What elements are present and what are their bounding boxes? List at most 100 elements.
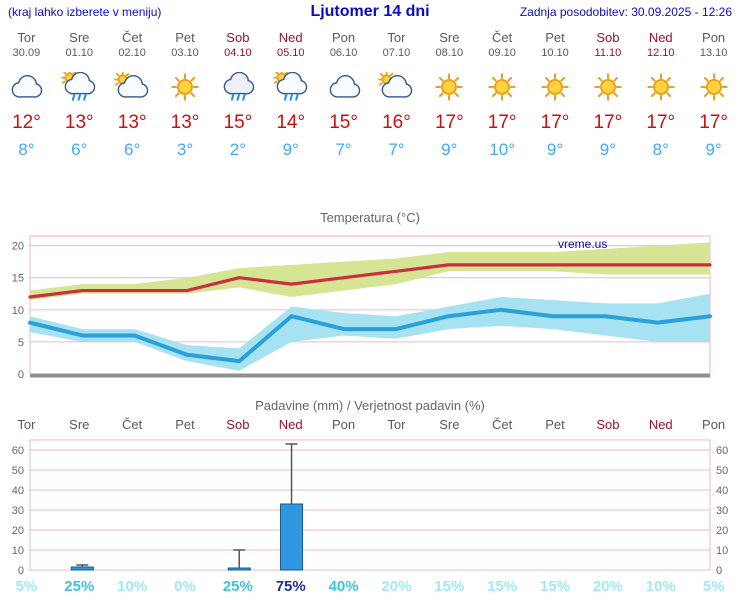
y-tick-label: 0 (18, 369, 24, 381)
max-temperature: 17° (646, 112, 676, 133)
forecast-day: Sre 08.10 17° 9° (423, 30, 476, 160)
day-name: Ned (278, 30, 303, 45)
sun-icon (687, 72, 740, 104)
forecast-day: Sob 11.10 17° 9° (581, 30, 634, 160)
precipitation-chart-title: Padavine (mm) / Verjetnost padavin (%) (255, 398, 485, 413)
forecast-day: Čet 09.10 17° 10° (476, 30, 529, 160)
precip-bar (227, 567, 251, 571)
sun-icon (581, 72, 634, 104)
axis-day-label: Sre (439, 417, 460, 432)
y-tick-label-right: 30 (716, 505, 728, 517)
day-date: 10.10 (541, 47, 569, 59)
min-temperature: 10° (489, 140, 516, 159)
axis-day-label: Čet (492, 417, 513, 432)
max-temperature: 17° (487, 112, 517, 133)
day-date: 09.10 (488, 47, 516, 59)
precip-probability: 25% (64, 578, 95, 595)
plot-border (29, 439, 711, 571)
axis-day-label: Čet (122, 417, 143, 432)
precip-probability: 5% (702, 578, 725, 595)
day-name: Pet (545, 30, 565, 45)
day-name: Tor (387, 30, 406, 45)
precip-probability: 75% (275, 578, 306, 595)
day-name: Sob (226, 30, 250, 45)
min-temperature: 6° (71, 140, 88, 159)
y-tick-label-left: 20 (12, 525, 24, 537)
forecast-day: Ned 05.10 14° 9° (264, 30, 317, 160)
temperature-chart: Temperatura (°C) 0 5 10 15 20 vreme.us (0, 210, 740, 390)
day-name: Tor (17, 30, 36, 45)
axis-day-label: Pon (332, 417, 356, 432)
max-temperature: 17° (540, 112, 570, 133)
watermark-link[interactable]: vreme.us (558, 237, 607, 251)
min-temperature: 8° (18, 140, 35, 159)
min-temperature: 6° (124, 140, 141, 159)
y-tick-label-right: 20 (716, 525, 728, 537)
day-date: 05.10 (276, 47, 305, 59)
forecast-day: Pet 10.10 17° 9° (529, 30, 582, 160)
day-name: Pon (332, 30, 356, 45)
max-temperature: 15° (223, 112, 253, 133)
precip-probability: 25% (222, 578, 253, 595)
min-temperature: 2° (229, 140, 246, 159)
day-name: Sob (596, 30, 620, 45)
y-tick-label-left: 40 (12, 485, 24, 497)
min-temperature: 9° (705, 140, 722, 159)
y-tick-label-left: 60 (12, 445, 24, 457)
axis-day-label: Tor (17, 417, 36, 432)
day-date: 30.09 (12, 47, 41, 59)
precip-bar (70, 566, 94, 571)
day-date: 08.10 (435, 47, 464, 59)
axis-day-label: Sob (596, 417, 620, 432)
last-update: Zadnja posodobitev: 30.09.2025 - 12:26 (519, 5, 732, 19)
min-temperature: 9° (546, 140, 564, 159)
y-tick-label: 20 (12, 241, 24, 253)
max-temperature: 14° (276, 112, 306, 133)
forecast-day: Čet 02.10 13° 6° (106, 30, 159, 160)
day-name: Pon (702, 30, 726, 45)
sun-icon (423, 72, 476, 104)
day-date: 04.10 (224, 47, 252, 59)
precip-probability: 15% (487, 578, 518, 595)
precipitation-probability-row: 5% 25% 10% 0% 25% 75% 40% 20% 15% 15% 15% 20% 10% 5% (0, 578, 740, 598)
precip-bar (280, 503, 304, 571)
y-tick-label-right: 10 (716, 545, 728, 557)
forecast-day: Pon 06.10 15° 7° (317, 30, 370, 160)
cloud-icon (317, 72, 370, 104)
axis-day-label: Tor (387, 417, 406, 432)
cloud-icon (0, 72, 53, 104)
forecast-day: Pon 13.10 17° 9° (687, 30, 740, 160)
precipitation-day-labels: Tor Sre Čet Pet Sob Ned Pon Tor Sre Čet Pet Sob Ned P… (0, 416, 740, 434)
min-temperature: 3° (176, 140, 194, 159)
y-tick-label-right: 50 (716, 465, 728, 477)
y-tick-label: 5 (18, 337, 24, 349)
y-tick-label-left: 0 (18, 565, 24, 576)
partly-cloudy-icon (106, 72, 159, 104)
max-temperature: 17° (434, 112, 464, 133)
precip-probability: 0% (174, 578, 196, 595)
axis-day-label: Pet (175, 417, 195, 432)
sun-rain-icon (264, 72, 317, 104)
precip-probability: 5% (15, 578, 38, 595)
y-tick-label-left: 10 (12, 545, 24, 557)
rain-icon (211, 72, 264, 104)
axis-day-label: Sob (226, 417, 250, 432)
min-temperature: 7° (335, 140, 352, 159)
forecast-row: Tor 30.09 12° 8° Sre 01.10 13° 6° Čet 02.10 13° 6° P… (0, 30, 740, 160)
forecast-day: Tor 30.09 12° 8° (0, 30, 53, 160)
precip-probability: 20% (592, 578, 623, 595)
day-name: Čet (122, 30, 143, 45)
min-temperature: 9° (599, 140, 617, 159)
max-temperature-line (28, 263, 712, 299)
axis-day-label: Pet (545, 417, 565, 432)
day-date: 07.10 (382, 47, 411, 59)
max-temperature: 13° (117, 112, 147, 133)
y-tick-label-right: 60 (716, 445, 728, 457)
day-name: Pet (175, 30, 195, 45)
partly-cloudy-icon (370, 72, 423, 104)
precip-probability: 40% (328, 578, 359, 595)
max-temperature: 13° (170, 112, 200, 133)
precipitation-chart: Padavine (mm) / Verjetnost padavin (%) T… (0, 398, 740, 598)
sun-icon (476, 72, 529, 104)
day-name: Sre (69, 30, 90, 45)
